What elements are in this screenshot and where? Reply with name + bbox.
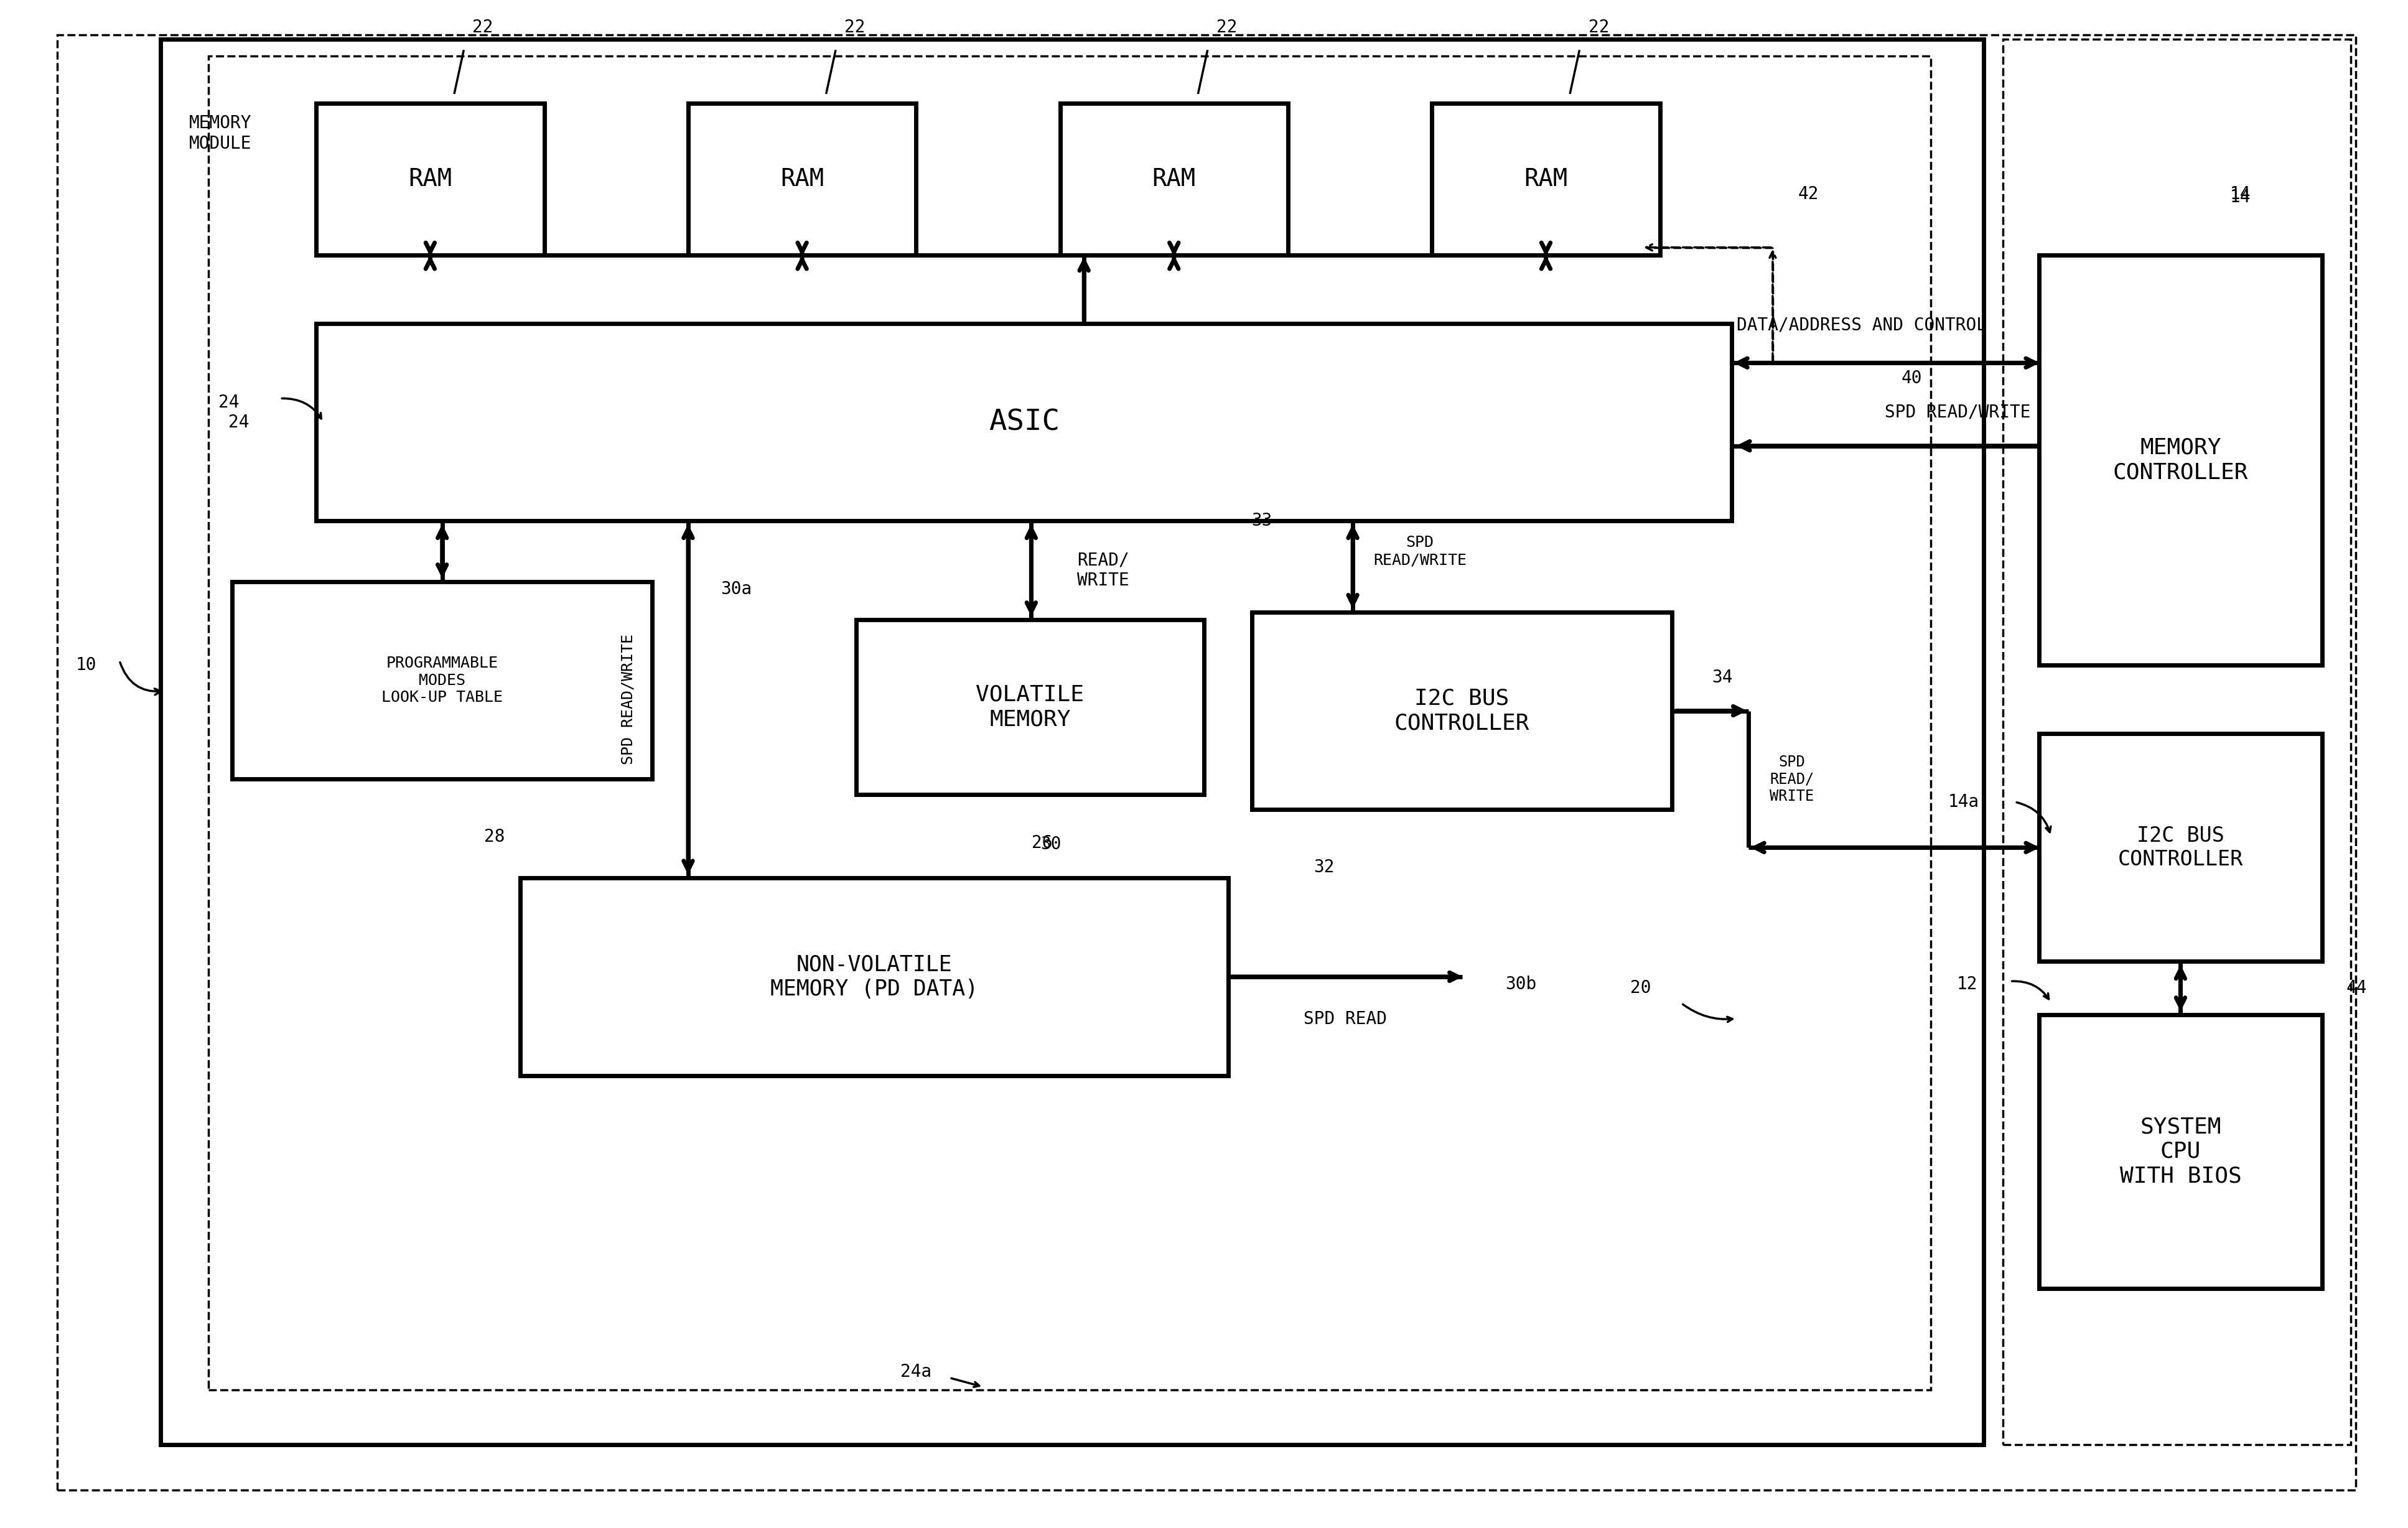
Text: PROGRAMMABLE
MODES
LOOK-UP TABLE: PROGRAMMABLE MODES LOOK-UP TABLE	[380, 656, 503, 706]
Text: 30a: 30a	[720, 581, 751, 597]
Text: 44: 44	[2345, 979, 2367, 996]
Text: 26: 26	[1031, 834, 1052, 851]
Bar	[2003, 40, 2350, 1444]
Text: 22: 22	[472, 18, 494, 35]
Bar	[315, 102, 544, 255]
Bar	[231, 582, 653, 779]
Text: 24a: 24a	[901, 1363, 932, 1380]
Text: SPD
READ/WRITE: SPD READ/WRITE	[1373, 535, 1466, 567]
Text: SPD READ: SPD READ	[1303, 1010, 1387, 1028]
Text: NON-VOLATILE
MEMORY (PD DATA): NON-VOLATILE MEMORY (PD DATA)	[771, 953, 978, 999]
Text: 22: 22	[1216, 18, 1238, 35]
Text: RAM: RAM	[1524, 167, 1568, 191]
Bar	[161, 40, 1984, 1444]
Text: I2C BUS
CONTROLLER: I2C BUS CONTROLLER	[1394, 688, 1529, 733]
Text: 34: 34	[1712, 669, 1734, 686]
Text: RAM: RAM	[1151, 167, 1197, 191]
Text: SYSTEM
CPU
WITH BIOS: SYSTEM CPU WITH BIOS	[2119, 1117, 2242, 1187]
Bar	[2040, 255, 2321, 665]
Text: 24: 24	[219, 394, 238, 411]
Text: I2C BUS
CONTROLLER: I2C BUS CONTROLLER	[2119, 825, 2244, 869]
Text: 10: 10	[75, 657, 96, 674]
Bar	[857, 620, 1204, 795]
Text: MEMORY
CONTROLLER: MEMORY CONTROLLER	[2112, 437, 2249, 483]
Text: 14: 14	[2230, 185, 2251, 203]
Text: 14a: 14a	[1948, 793, 1979, 811]
Text: DATA/ADDRESS AND CONTROL: DATA/ADDRESS AND CONTROL	[1736, 316, 1987, 333]
Text: 22: 22	[1589, 18, 1609, 35]
Text: 20: 20	[1630, 979, 1652, 996]
Text: SPD
READ/
WRITE: SPD READ/ WRITE	[1770, 755, 1813, 804]
Text: RAM: RAM	[780, 167, 824, 191]
Text: SPD READ/WRITE: SPD READ/WRITE	[1885, 403, 2030, 422]
Text: 28: 28	[484, 828, 506, 845]
Text: 24: 24	[229, 414, 248, 431]
Text: 32: 32	[1312, 859, 1334, 876]
Text: 30b: 30b	[1505, 975, 1536, 993]
Text: 30: 30	[1040, 836, 1062, 853]
Bar	[1252, 613, 1671, 810]
Text: RAM: RAM	[409, 167, 453, 191]
Text: 40: 40	[1902, 370, 1922, 387]
Bar	[315, 324, 1731, 521]
Text: 22: 22	[845, 18, 864, 35]
Bar	[520, 879, 1228, 1076]
Text: READ/
WRITE: READ/ WRITE	[1076, 552, 1129, 590]
Bar	[2040, 1015, 2321, 1288]
Text: 12: 12	[1958, 975, 1977, 993]
Text: VOLATILE
MEMORY: VOLATILE MEMORY	[975, 685, 1084, 730]
Bar	[1433, 102, 1659, 255]
Bar	[207, 57, 1931, 1390]
Text: ASIC: ASIC	[990, 408, 1060, 435]
Text: SPD READ/WRITE: SPD READ/WRITE	[621, 634, 636, 764]
Text: MEMORY
MODULE: MEMORY MODULE	[190, 115, 250, 153]
Text: 42: 42	[1799, 185, 1818, 203]
Text: 14: 14	[2230, 188, 2251, 206]
Bar	[2040, 733, 2321, 961]
Text: 33: 33	[1252, 512, 1271, 530]
Bar	[1060, 102, 1288, 255]
Bar	[689, 102, 915, 255]
